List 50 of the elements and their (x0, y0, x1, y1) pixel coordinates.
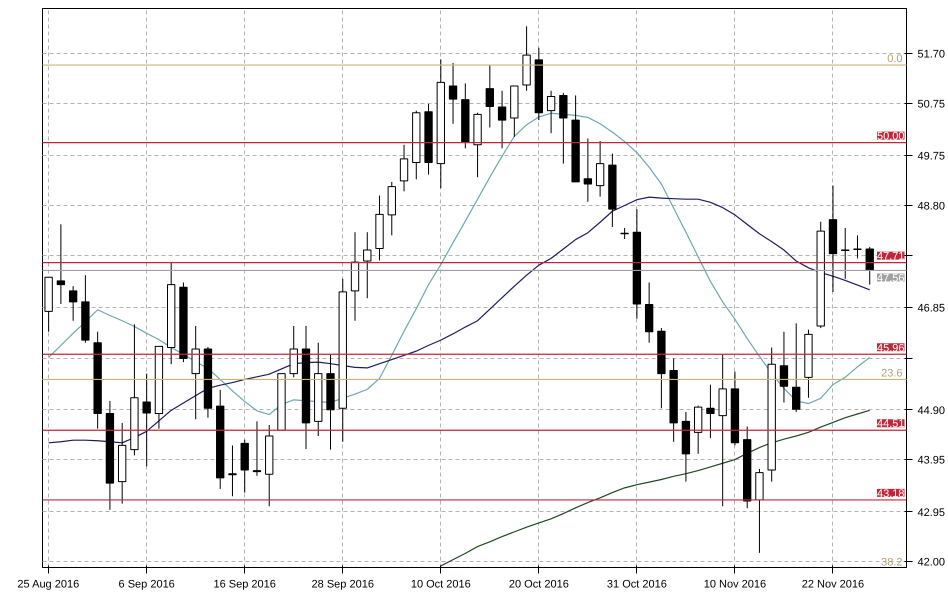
candlestick (546, 90, 556, 134)
y-tick-label: 51.70 (918, 48, 946, 61)
y-tick-label: 50.75 (918, 98, 946, 110)
y-tick-label: 49.75 (918, 150, 946, 163)
candlestick (620, 228, 629, 240)
ref-line-label: 47.71 (876, 250, 905, 263)
candlestick (363, 232, 372, 299)
candlestick (68, 286, 78, 322)
candlestick (498, 90, 506, 149)
candlestick (792, 322, 800, 412)
y-tick-label: 44.90 (918, 404, 946, 417)
candlestick (400, 144, 408, 192)
candlestick (780, 331, 788, 403)
candlestick (584, 138, 592, 202)
x-tick-label: 25 Aug 2016 (17, 578, 80, 590)
candlestick (56, 224, 66, 304)
candlestick (252, 420, 262, 476)
ref-line-label: 45.96 (876, 342, 905, 354)
x-tick-label: 28 Sep 2016 (312, 578, 374, 590)
candlestick (228, 444, 237, 497)
x-tick-label: 16 Sep 2016 (214, 578, 276, 590)
y-tick-label: 42.95 (918, 506, 946, 519)
candlestick (448, 62, 458, 124)
annotation: 23.6 (881, 367, 903, 380)
y-tick-label: 46.85 (918, 302, 946, 315)
y-tick-label: 43.95 (918, 454, 946, 467)
x-tick-label: 22 Nov 2016 (802, 578, 864, 590)
candlestick (841, 228, 850, 280)
line-series (48, 112, 870, 416)
candlestick (142, 373, 151, 467)
x-tick-label: 31 Oct 2016 (606, 578, 667, 590)
annotation: 0.0 (887, 53, 903, 66)
x-tick-label: 10 Oct 2016 (410, 578, 471, 590)
ref-line-label: 43.18 (876, 488, 905, 500)
ref-line-label: 47.56 (876, 272, 905, 284)
ref-line-label: 44.51 (876, 418, 905, 430)
text: 38.2 (881, 556, 903, 568)
line-series (440, 410, 870, 567)
candlestick (559, 92, 568, 164)
candlestick (706, 384, 715, 439)
y-tick-label: 42.00 (918, 556, 946, 569)
candlestick (596, 140, 604, 198)
x-tick-label: 6 Sep 2016 (118, 578, 175, 590)
candlestick (866, 246, 874, 286)
candlestick (486, 64, 494, 128)
y-tick-label: 48.80 (918, 200, 946, 212)
x-tick-label: 20 Oct 2016 (508, 578, 569, 590)
x-tick-label: 10 Nov 2016 (704, 578, 766, 590)
line-series (48, 196, 870, 444)
candlestick (853, 234, 862, 259)
